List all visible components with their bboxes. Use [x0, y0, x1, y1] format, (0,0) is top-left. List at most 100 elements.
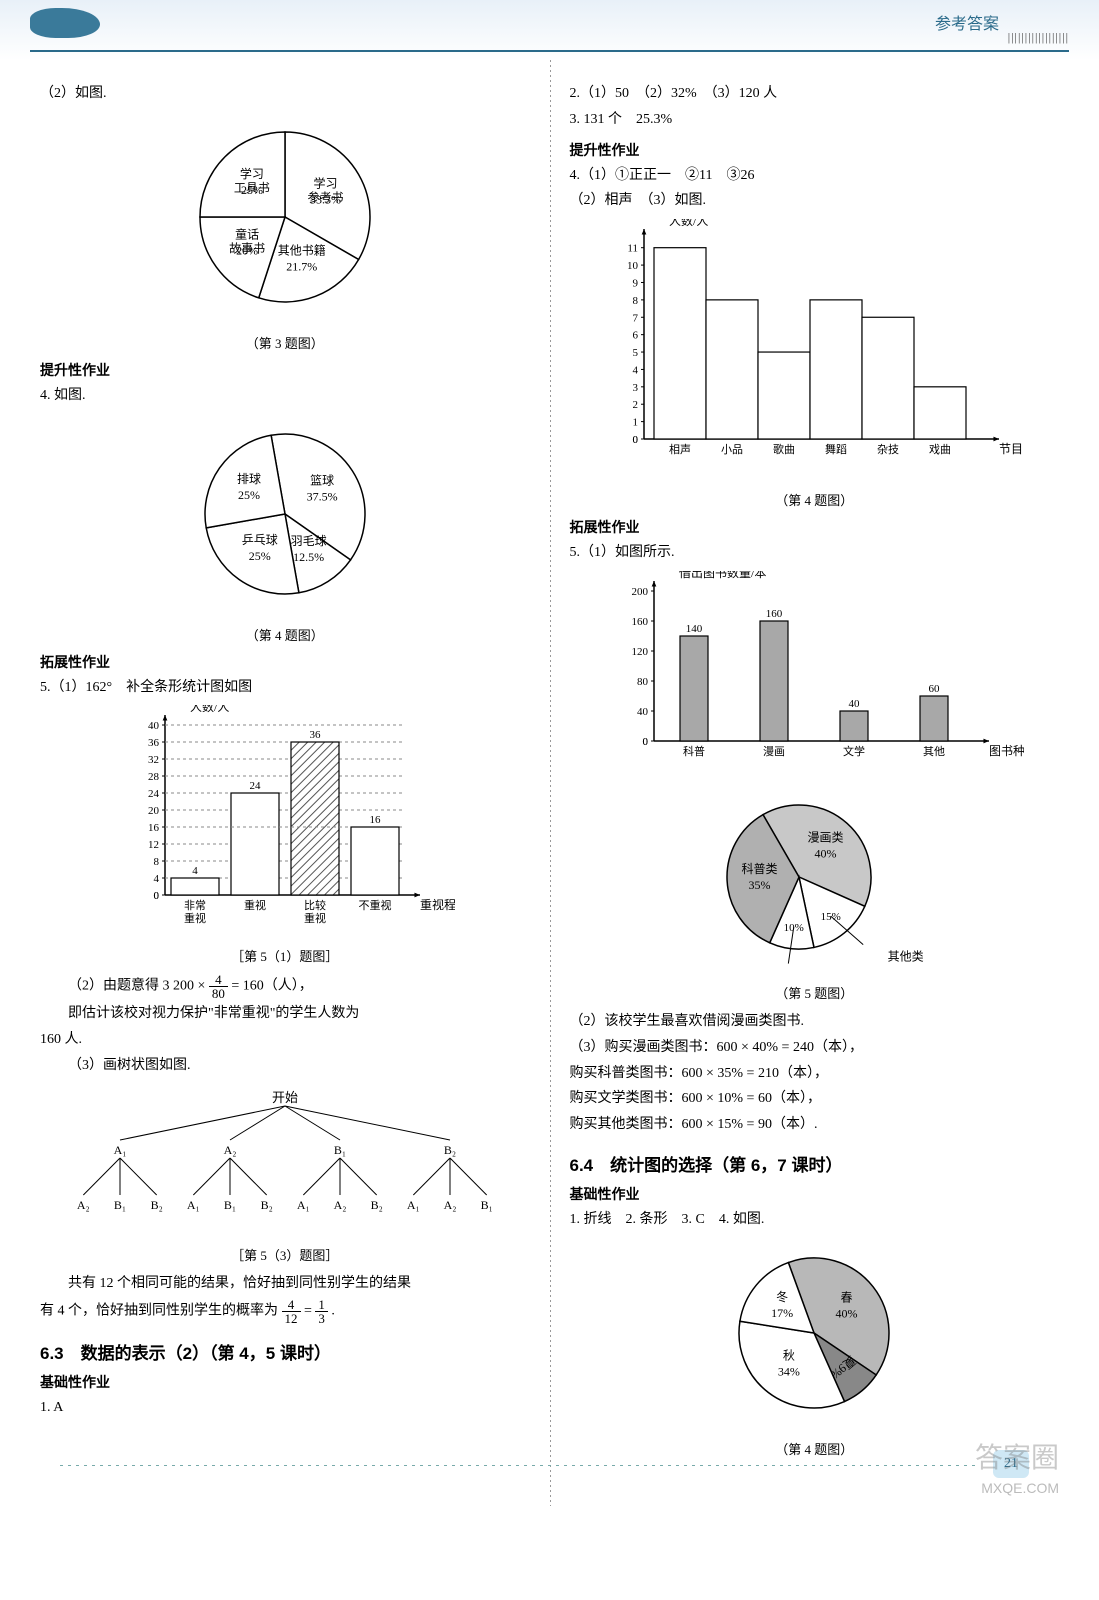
- svg-text:B₂: B₂: [370, 1198, 382, 1212]
- svg-text:28: 28: [148, 771, 160, 783]
- svg-text:不重视: 不重视: [358, 898, 391, 912]
- svg-text:A₁: A₁: [407, 1198, 420, 1212]
- svg-text:8: 8: [633, 295, 639, 307]
- svg-text:12.5%: 12.5%: [293, 550, 324, 564]
- frac-1-3: 13: [315, 1298, 328, 1325]
- r-q5-1: 5.（1）如图所示.: [570, 541, 1060, 565]
- q5-3-a: （3）画树状图如图.: [40, 1054, 530, 1078]
- svg-text:36: 36: [309, 729, 321, 741]
- r-q5-3d: 购买其他类图书：600 × 15% = 90（本）.: [570, 1113, 1060, 1137]
- svg-text:6: 6: [633, 330, 639, 342]
- svg-text:35%: 35%: [749, 878, 771, 892]
- pie-season-caption: （第 4 题图）: [570, 1439, 1060, 1458]
- svg-text:120: 120: [632, 646, 649, 658]
- pie-season-chart: 春40%夏9%秋34%冬17%: [570, 1238, 1060, 1433]
- svg-text:重视: 重视: [184, 911, 206, 925]
- svg-text:160: 160: [632, 616, 649, 628]
- svg-text:4: 4: [633, 365, 639, 377]
- pie-q4-chart: 篮球37.5%羽毛球12.5%乒乓球25%排球25%: [40, 414, 530, 619]
- svg-text:篮球: 篮球: [310, 472, 334, 487]
- svg-text:图书种类: 图书种类: [989, 744, 1024, 758]
- section-tisheng: 提升性作业: [40, 360, 530, 380]
- svg-text:0: 0: [633, 434, 639, 446]
- svg-text:10%: 10%: [784, 922, 804, 934]
- svg-text:杂技: 杂技: [877, 443, 899, 456]
- r-ans2: 2.（1）50 （2）32% （3）120 人: [570, 82, 1060, 106]
- svg-text:1: 1: [633, 417, 639, 429]
- svg-text:相声: 相声: [669, 442, 691, 456]
- svg-text:春: 春: [841, 1290, 853, 1304]
- svg-text:童话: 童话: [235, 226, 259, 241]
- svg-text:戏曲: 戏曲: [929, 443, 951, 456]
- svg-text:33.3%: 33.3%: [310, 192, 341, 206]
- svg-text:11: 11: [628, 243, 639, 255]
- page-number: 21: [993, 1450, 1029, 1478]
- svg-text:A₂: A₂: [333, 1198, 346, 1212]
- svg-text:5: 5: [633, 347, 639, 359]
- r-q5-3a: （3）购买漫画类图书：600 × 40% = 240（本），: [570, 1036, 1060, 1060]
- pie-q3-chart: 学习参考书33.3%其他书籍21.7%童话故事书20%学习工具书25%: [40, 112, 530, 327]
- svg-text:34%: 34%: [778, 1364, 800, 1378]
- frac-4-12: 412: [282, 1298, 301, 1325]
- svg-text:60: 60: [929, 683, 941, 695]
- svg-text:节目: 节目: [999, 442, 1023, 456]
- svg-text:漫画: 漫画: [763, 744, 785, 758]
- svg-text:24: 24: [249, 780, 261, 792]
- svg-text:A₁: A₁: [113, 1143, 126, 1157]
- header-cloud-mark: [30, 8, 100, 38]
- r-ans4-2: （2）相声 （3）如图.: [570, 189, 1060, 213]
- column-divider: [550, 60, 551, 1506]
- svg-text:冬: 冬: [776, 1289, 788, 1304]
- svg-text:学习: 学习: [240, 166, 264, 181]
- q5-2-d: 160 人.: [40, 1028, 530, 1052]
- svg-text:B₁: B₁: [480, 1198, 492, 1212]
- svg-text:其他: 其他: [923, 745, 945, 758]
- section-jichu: 基础性作业: [40, 1372, 530, 1392]
- svg-text:0: 0: [643, 736, 649, 748]
- svg-text:0: 0: [153, 890, 159, 902]
- svg-text:15%: 15%: [821, 911, 841, 923]
- r-q5-2: （2）该校学生最喜欢借阅漫画类图书.: [570, 1010, 1060, 1034]
- q5-3-c-a: 有 4 个，恰好抽到同性别学生的概率为: [40, 1303, 278, 1318]
- svg-text:科普: 科普: [683, 744, 705, 758]
- left-column: （2）如图. 学习参考书33.3%其他书籍21.7%童话故事书20%学习工具书2…: [40, 80, 550, 1466]
- bar-q5-1-caption: ［第 5（1）题图］: [40, 946, 530, 965]
- svg-text:16: 16: [369, 814, 381, 826]
- bar-q4-caption: （第 4 题图）: [570, 490, 1060, 509]
- svg-text:乒乓球: 乒乓球: [242, 533, 278, 547]
- q5-3-c: 有 4 个，恰好抽到同性别学生的概率为 412 = 13 .: [40, 1298, 530, 1325]
- header-title: 参考答案: [935, 10, 999, 34]
- svg-text:25%: 25%: [238, 487, 260, 501]
- svg-text:重视: 重视: [244, 898, 266, 912]
- svg-text:文学类: 文学类: [736, 970, 772, 972]
- svg-text:重视程度: 重视程度: [420, 897, 455, 912]
- r-q5-3b: 购买科普类图书：600 × 35% = 210（本），: [570, 1062, 1060, 1086]
- svg-text:其他书籍: 其他书籍: [277, 242, 325, 257]
- right-column: 2.（1）50 （2）32% （3）120 人 3. 131 个 25.3% 提…: [550, 80, 1060, 1466]
- tree-q5-3-caption: ［第 5（3）题图］: [40, 1245, 530, 1264]
- svg-text:37.5%: 37.5%: [306, 489, 337, 503]
- r-tisheng: 提升性作业: [570, 140, 1060, 160]
- svg-text:科普类: 科普类: [742, 862, 778, 876]
- content-area: （2）如图. 学习参考书33.3%其他书籍21.7%童话故事书20%学习工具书2…: [0, 60, 1099, 1506]
- svg-text:羽毛球: 羽毛球: [290, 534, 326, 548]
- svg-text:漫画类: 漫画类: [808, 831, 844, 845]
- svg-text:4: 4: [153, 873, 159, 885]
- svg-text:17%: 17%: [771, 1306, 793, 1320]
- svg-text:20: 20: [148, 805, 160, 817]
- r-ans-6-4-1: 1. 折线 2. 条形 3. C 4. 如图.: [570, 1208, 1060, 1232]
- svg-text:秋: 秋: [783, 1348, 795, 1362]
- ans-6-3-1: 1. A: [40, 1396, 530, 1420]
- pie-q5-caption: （第 5 题图）: [570, 983, 1060, 1002]
- svg-text:A₂: A₂: [77, 1198, 90, 1212]
- section-6-4-title: 6.4 统计图的选择（第 6，7 课时）: [570, 1151, 1060, 1176]
- svg-text:200: 200: [632, 586, 649, 598]
- svg-text:小品: 小品: [721, 443, 743, 456]
- svg-text:歌曲: 歌曲: [773, 442, 795, 456]
- svg-text:9: 9: [633, 278, 639, 290]
- q5-2-c: 即估计该校对视力保护"非常重视"的学生人数为: [40, 1002, 530, 1026]
- svg-text:舞蹈: 舞蹈: [825, 443, 847, 456]
- bar-q4-chart: 人数/人节目01234567891011相声小品歌曲舞蹈杂技戏曲0: [570, 219, 1060, 484]
- svg-text:24: 24: [148, 788, 160, 800]
- section-tuozhan: 拓展性作业: [40, 652, 530, 672]
